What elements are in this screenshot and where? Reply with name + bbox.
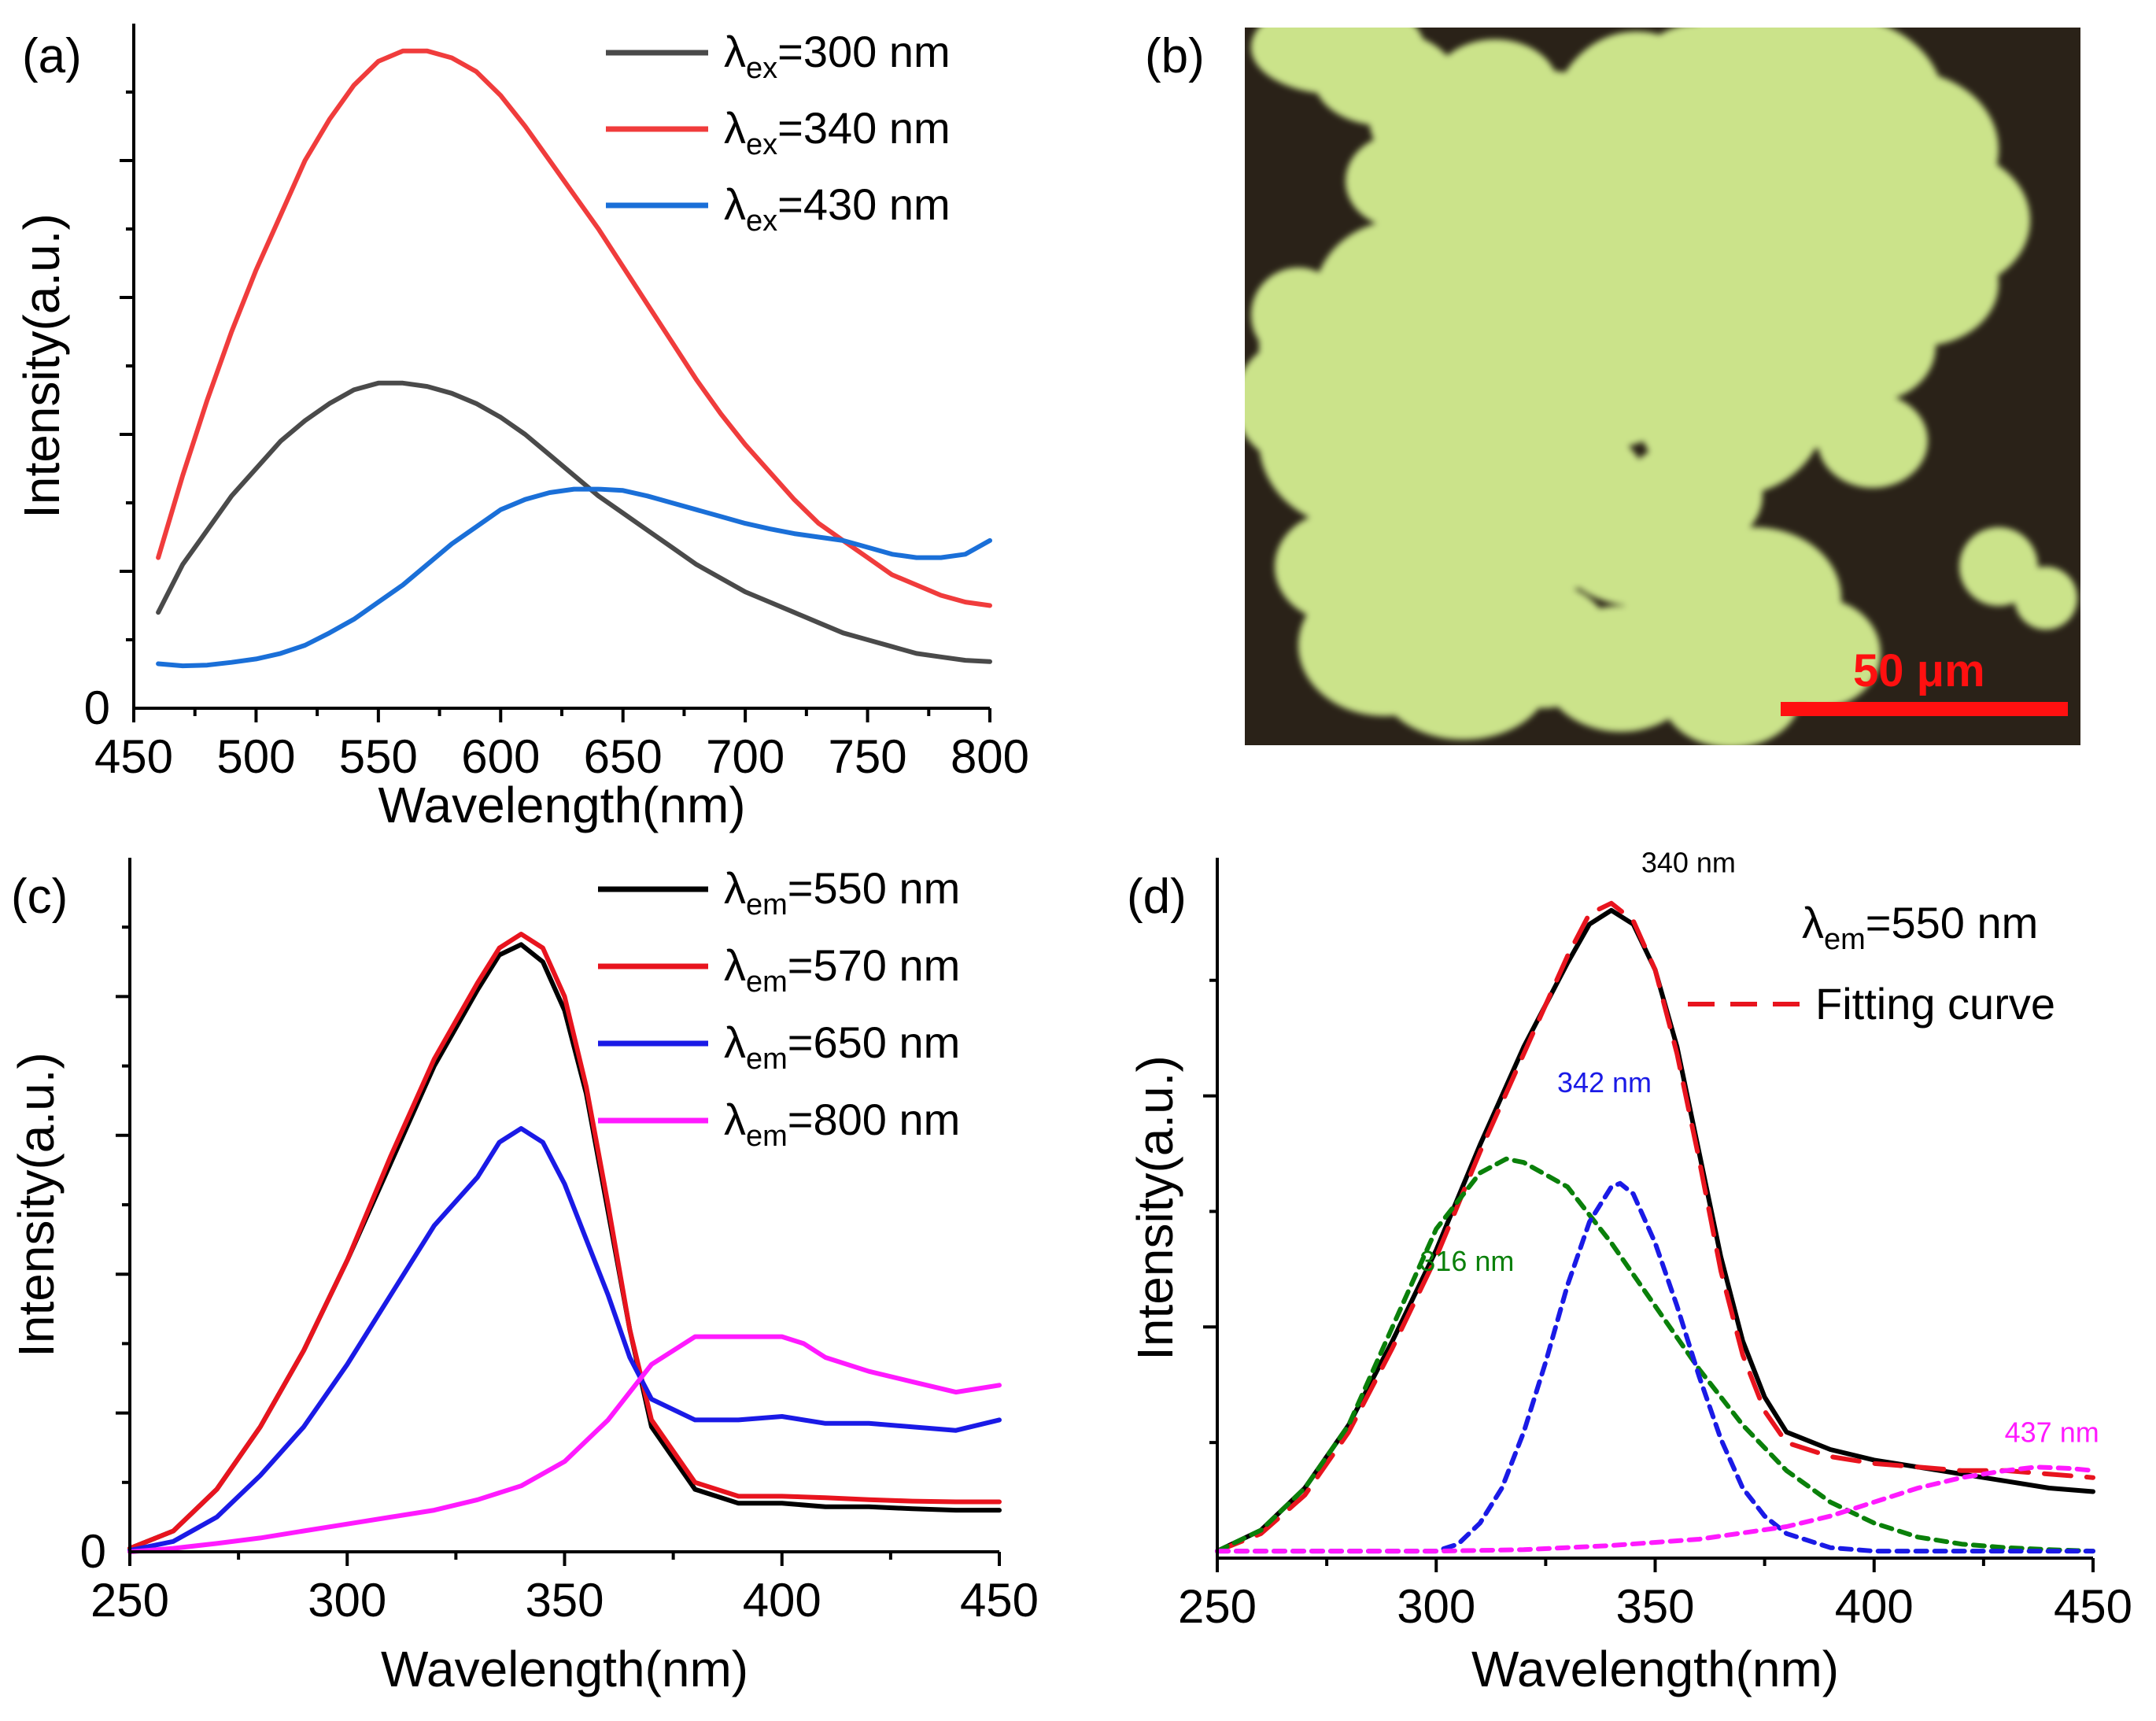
x-tick-label: 300	[308, 1574, 386, 1627]
micrograph-particle	[1503, 252, 1613, 346]
x-tick-label: 450	[960, 1574, 1039, 1627]
y-axis-title: Intensity(a.u.)	[13, 213, 70, 519]
panel-d: (d) 250 300 350 400 450 Wavelength(nm) Intensi…	[1127, 846, 2132, 1697]
x-tick-label: 500	[216, 730, 295, 783]
legend-entry-800-nm: λem=800 nm	[598, 1095, 960, 1153]
panel-d-legend: λem=550 nm Fitting curve 340 nm 342 nm 316 n…	[1419, 846, 2099, 1448]
y-tick-label: 0	[80, 1525, 106, 1578]
series-line-430-nm	[156, 486, 992, 669]
x-tick-label: 450	[94, 730, 173, 783]
x-tick-label: 250	[1178, 1580, 1257, 1633]
y-axis-title: Intensity(a.u.)	[1127, 1055, 1183, 1361]
legend-label: λex=300 nm	[724, 27, 951, 85]
x-tick-label: 750	[829, 730, 907, 783]
series-line-570-nm	[127, 932, 1002, 1551]
series-line-340-nm	[156, 48, 992, 608]
x-tick-label: 400	[743, 1574, 821, 1627]
y-axis-title: Intensity(a.u.)	[8, 1052, 65, 1357]
x-tick-label: 350	[1615, 1580, 1694, 1633]
legend-entry-430-nm: λex=430 nm	[606, 179, 951, 238]
panel-c: (c) 250 300 350 400 450 0 Wavelength(nm) Intens…	[8, 858, 1039, 1697]
x-tick-label: 800	[951, 730, 1029, 783]
panel-b: (b) 50 μm	[1145, 28, 2080, 745]
panel-a-plot	[156, 48, 992, 669]
x-tick-label: 550	[339, 730, 418, 783]
peak-label-342-nm: 342 nm	[1557, 1066, 1652, 1099]
x-tick-label: 650	[584, 730, 663, 783]
scale-bar-label: 50 μm	[1853, 645, 1985, 696]
x-tick-label: 300	[1397, 1580, 1475, 1633]
scale-bar	[1781, 702, 2068, 716]
legend-title: λem=550 nm	[1802, 898, 2038, 956]
panel-c-plot	[127, 932, 1002, 1554]
legend-entry-570-nm: λem=570 nm	[598, 940, 960, 999]
x-axis-title: Wavelength(nm)	[381, 1641, 748, 1697]
y-tick-label: 0	[84, 681, 110, 734]
series-line-316-nm-component	[1215, 1156, 2095, 1554]
micrograph-particle	[1621, 441, 1763, 551]
legend-label: λem=570 nm	[724, 940, 960, 999]
x-tick-label: 700	[706, 730, 785, 783]
micrograph-particle	[1755, 598, 1881, 708]
panel-c-axes: 250 300 350 400 450 0 Wavelength(nm) Intensity(…	[8, 858, 1039, 1697]
legend-entry-550-nm: λem=550 nm	[598, 863, 960, 921]
peak-label-437-nm: 437 nm	[2005, 1416, 2099, 1448]
peak-label-316-nm: 316 nm	[1419, 1245, 1514, 1277]
legend-label: Fitting curve	[1815, 979, 2055, 1029]
series-line-342-nm-component	[1215, 1180, 2095, 1554]
legend-entry-340-nm: λex=340 nm	[606, 103, 951, 161]
panel-c-legend: λem=550 nm λem=570 nm λem=650 nm λem=800 nm	[598, 863, 960, 1153]
legend-label: λem=550 nm	[724, 863, 960, 921]
legend-label: λem=800 nm	[724, 1095, 960, 1153]
micrograph-particle	[1346, 134, 1456, 228]
series-line-fitting-curve	[1215, 900, 2095, 1554]
legend-entry-fitting-curve: Fitting curve	[1688, 979, 2055, 1029]
micrograph-particle	[1810, 291, 1936, 401]
series-line-300-nm	[156, 380, 992, 664]
panel-a-label: (a)	[22, 29, 82, 83]
micrograph-particle	[2014, 567, 2077, 630]
legend-entry-300-nm: λex=300 nm	[606, 27, 951, 85]
legend-label: λex=340 nm	[724, 103, 951, 161]
x-tick-label: 600	[461, 730, 540, 783]
x-tick-label: 450	[2054, 1580, 2132, 1633]
micrograph-particle	[1818, 393, 1928, 488]
x-tick-label: 400	[1835, 1580, 1914, 1633]
micrograph-particle	[1251, 268, 1346, 362]
series-line-650-nm	[127, 1126, 1002, 1553]
panel-b-label: (b)	[1145, 29, 1205, 83]
x-tick-label: 350	[525, 1574, 604, 1627]
axis-frame	[1216, 858, 2093, 1560]
legend-label: λex=430 nm	[724, 179, 951, 238]
panel-d-plot	[1215, 900, 2095, 1554]
x-axis-title: Wavelength(nm)	[378, 777, 745, 833]
x-axis-title: Wavelength(nm)	[1471, 1641, 1839, 1697]
legend-label: λem=650 nm	[724, 1017, 960, 1076]
micrograph-particles	[1245, 28, 2077, 745]
panel-d-axes: 250 300 350 400 450 Wavelength(nm) Intensity(a…	[1127, 858, 2132, 1697]
panel-c-label: (c)	[11, 870, 68, 924]
panel-a-legend: λex=300 nm λex=340 nm λex=430 nm	[606, 27, 951, 238]
peak-label-340-nm: 340 nm	[1641, 846, 1736, 878]
panel-d-label: (d)	[1127, 870, 1187, 924]
x-tick-label: 250	[90, 1574, 169, 1627]
series-line-800-nm	[127, 1334, 1002, 1554]
legend-entry-650-nm: λem=650 nm	[598, 1017, 960, 1076]
panel-a: (a) 450 500 550 600 650 700 750 800 0 Wavelength(…	[13, 24, 1029, 833]
series-line-437-nm-component	[1215, 1464, 2095, 1554]
panel-a-axes: 450 500 550 600 650 700 750 800 0 Wavelength(nm) I…	[13, 24, 1029, 833]
